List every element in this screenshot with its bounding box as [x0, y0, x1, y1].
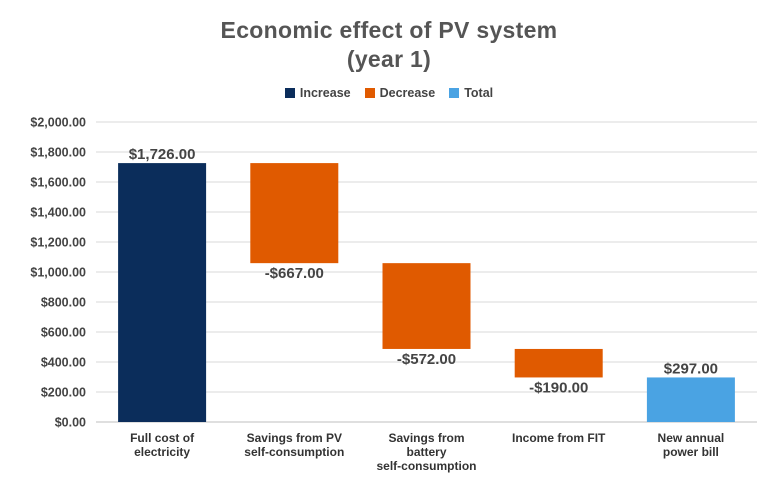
y-tick-label: $2,000.00 — [30, 116, 86, 130]
y-tick-label: $400.00 — [41, 356, 86, 370]
x-category-label: Savings from PV self-consumption — [244, 431, 344, 459]
chart-title: Economic effect of PV system (year 1) — [0, 16, 778, 74]
chart-legend: Increase Decrease Total — [0, 86, 778, 100]
bar-decrease — [514, 348, 603, 378]
data-label: -$190.00 — [529, 379, 588, 396]
legend-item-increase: Increase — [284, 86, 351, 100]
data-label: $297.00 — [664, 360, 718, 377]
y-tick-label: $1,000.00 — [30, 266, 86, 280]
legend-item-total: Total — [449, 86, 493, 100]
y-tick-label: $600.00 — [41, 326, 86, 340]
data-label: -$667.00 — [265, 265, 324, 282]
x-category-label: New annual power bill — [658, 431, 725, 459]
bar-decrease — [382, 263, 471, 349]
y-tick-label: $800.00 — [41, 296, 86, 310]
y-tick-label: $1,800.00 — [30, 146, 86, 160]
legend-swatch-decrease — [364, 88, 375, 98]
y-tick-label: $1,400.00 — [30, 206, 86, 220]
legend-label-total: Total — [464, 86, 494, 100]
legend-label-increase: Increase — [299, 86, 351, 100]
bar-total — [646, 377, 735, 422]
y-tick-label: $1,200.00 — [30, 236, 86, 250]
x-category-label: Savings from battery self-consumption — [376, 431, 476, 473]
y-tick-label: $1,600.00 — [30, 176, 86, 190]
data-label: $1,726.00 — [129, 146, 196, 163]
legend-label-decrease: Decrease — [379, 86, 436, 100]
data-label: -$572.00 — [397, 351, 456, 368]
x-category-label: Full cost of electricity — [130, 431, 195, 459]
y-tick-label: $0.00 — [55, 416, 86, 430]
bar-increase — [118, 163, 207, 422]
legend-item-decrease: Decrease — [364, 86, 436, 100]
bar-decrease — [250, 163, 339, 264]
legend-swatch-increase — [284, 88, 295, 98]
chart-title-line-2: (year 1) — [346, 46, 432, 72]
y-tick-label: $200.00 — [41, 386, 86, 400]
x-category-label: Income from FIT — [512, 431, 606, 445]
chart-title-line-1: Economic effect of PV system — [220, 17, 558, 43]
legend-swatch-total — [449, 88, 460, 98]
